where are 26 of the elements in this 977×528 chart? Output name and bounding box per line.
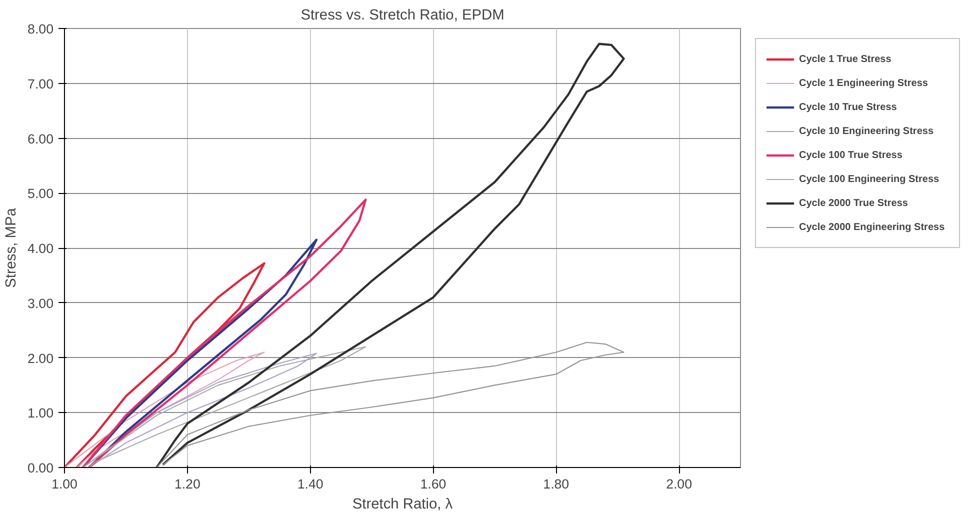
chart-title: Stress vs. Stretch Ratio, EPDM bbox=[300, 8, 504, 24]
y-tick-label: 7.00 bbox=[28, 76, 54, 92]
legend-label: Cycle 100 True Stress bbox=[799, 148, 904, 162]
x-tick-label: 1.80 bbox=[543, 476, 570, 492]
x-tick-label: 1.00 bbox=[52, 476, 78, 492]
y-tick-label: 3.00 bbox=[28, 296, 54, 311]
y-tick-label: 4.00 bbox=[28, 241, 54, 256]
y-tick-label: 1.00 bbox=[28, 406, 54, 421]
y-tick-label: 6.00 bbox=[28, 131, 54, 146]
legend-label: Cycle 1 True Stress bbox=[799, 52, 892, 66]
legend-label: Cycle 2000 Engineering Stress bbox=[799, 220, 946, 234]
legend-label: Cycle 2000 True Stress bbox=[799, 196, 909, 210]
legend-label: Cycle 1 Engineering Stress bbox=[799, 76, 929, 90]
legend-label: Cycle 10 Engineering Stress bbox=[799, 124, 935, 138]
legend-label: Cycle 100 Engineering Stress bbox=[799, 172, 940, 186]
x-axis-title: Stretch Ratio, λ bbox=[352, 496, 454, 512]
x-tick-label: 1.40 bbox=[297, 476, 324, 492]
y-tick-label: 8.00 bbox=[28, 22, 54, 36]
x-tick-label: 1.60 bbox=[420, 476, 446, 492]
y-axis-title: Stress, MPa bbox=[4, 207, 20, 288]
y-tick-label: 0.00 bbox=[28, 460, 54, 476]
x-tick-label: 2.00 bbox=[666, 476, 692, 492]
y-tick-label: 2.00 bbox=[28, 350, 54, 366]
legend-label: Cycle 10 True Stress bbox=[799, 100, 898, 114]
x-tick-label: 1.20 bbox=[174, 476, 200, 492]
y-tick-label: 5.00 bbox=[28, 186, 54, 202]
